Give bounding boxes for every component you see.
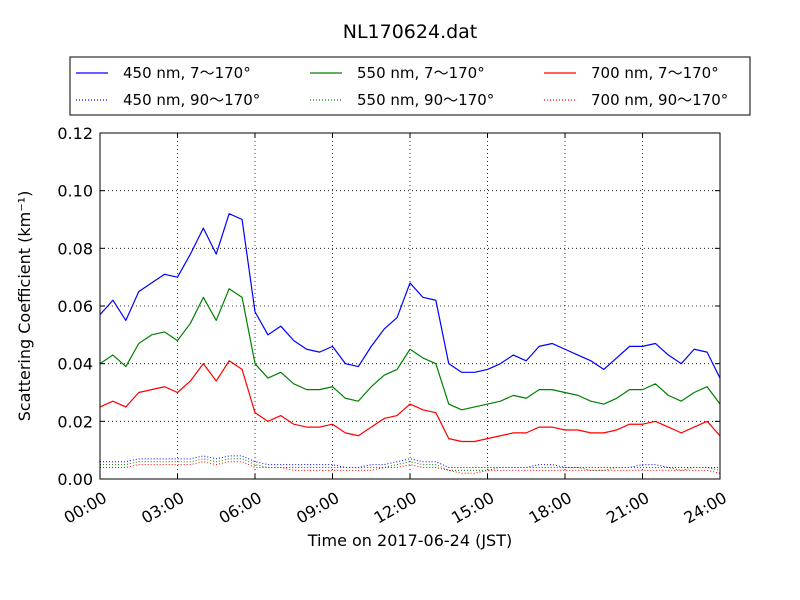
- legend-label: 550 nm, 7～170°: [357, 64, 485, 82]
- y-tick-label: 0.10: [57, 182, 93, 201]
- x-tick-label: 03:00: [138, 488, 187, 528]
- y-tick-label: 0.06: [57, 297, 93, 316]
- y-tick-label: 0.00: [57, 470, 93, 489]
- y-tick-label: 0.08: [57, 239, 93, 258]
- plot-area: [99, 132, 721, 480]
- legend-label: 700 nm, 7～170°: [591, 64, 719, 82]
- x-tick-label: 18:00: [526, 488, 575, 528]
- y-axis-label: Scattering Coefficient (km⁻¹): [15, 191, 34, 422]
- legend: 450 nm, 7～170° 550 nm, 7～170° 700 nm, 7～17…: [69, 56, 751, 116]
- x-tick-label: 24:00: [681, 488, 730, 528]
- series-line: [99, 360, 721, 443]
- legend-label: 700 nm, 90～170°: [591, 91, 728, 109]
- series-line: [100, 458, 721, 471]
- x-tick-labels: 00:00 03:00 06:00 09:00 12:00 15:00 18:00 21:00…: [61, 488, 730, 528]
- y-tick-label: 0.02: [57, 412, 93, 431]
- grid: [100, 133, 720, 479]
- x-tick-label: 12:00: [371, 488, 420, 528]
- x-axis-label: Time on 2017-06-24 (JST): [307, 531, 512, 550]
- legend-label: 550 nm, 90～170°: [357, 91, 494, 109]
- series-line: [99, 213, 721, 379]
- x-tick-label: 09:00: [293, 488, 342, 528]
- legend-label: 450 nm, 7～170°: [123, 64, 251, 82]
- series-line: [99, 288, 721, 411]
- chart-title: NL170624.dat: [343, 21, 478, 43]
- x-tick-label: 21:00: [603, 488, 652, 528]
- x-tick-label: 15:00: [448, 488, 497, 528]
- x-tick-label: 06:00: [216, 488, 265, 528]
- x-tick-label: 00:00: [61, 488, 110, 528]
- y-tick-labels: 0.00 0.02 0.04 0.06 0.08 0.10 0.12: [57, 124, 93, 489]
- ticks: [99, 132, 721, 480]
- y-tick-label: 0.12: [57, 124, 93, 143]
- series-group: [99, 213, 721, 474]
- legend-label: 450 nm, 90～170°: [123, 91, 260, 109]
- legend-frame: [69, 56, 751, 116]
- y-tick-label: 0.04: [57, 355, 93, 374]
